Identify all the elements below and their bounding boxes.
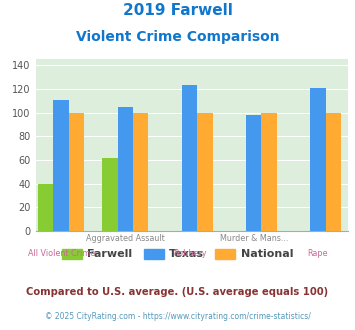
Text: Aggravated Assault: Aggravated Assault — [86, 234, 165, 243]
Text: All Violent Crime: All Violent Crime — [28, 249, 95, 258]
Bar — [310, 88, 326, 231]
Text: Compared to U.S. average. (U.S. average equals 100): Compared to U.S. average. (U.S. average … — [26, 287, 329, 297]
Bar — [38, 184, 54, 231]
Bar — [246, 115, 261, 231]
Bar — [118, 107, 133, 231]
Text: Murder & Mans...: Murder & Mans... — [219, 234, 288, 243]
Bar — [102, 158, 118, 231]
Bar — [326, 113, 341, 231]
Text: Rape: Rape — [308, 249, 328, 258]
Text: Violent Crime Comparison: Violent Crime Comparison — [76, 30, 279, 44]
Bar — [54, 100, 69, 231]
Bar — [133, 113, 148, 231]
Bar — [182, 85, 197, 231]
Text: Robbery: Robbery — [173, 249, 206, 258]
Text: © 2025 CityRating.com - https://www.cityrating.com/crime-statistics/: © 2025 CityRating.com - https://www.city… — [45, 312, 310, 321]
Text: 2019 Farwell: 2019 Farwell — [122, 3, 233, 18]
Bar — [261, 113, 277, 231]
Bar — [69, 113, 84, 231]
Legend: Farwell, Texas, National: Farwell, Texas, National — [57, 244, 298, 264]
Bar — [197, 113, 213, 231]
